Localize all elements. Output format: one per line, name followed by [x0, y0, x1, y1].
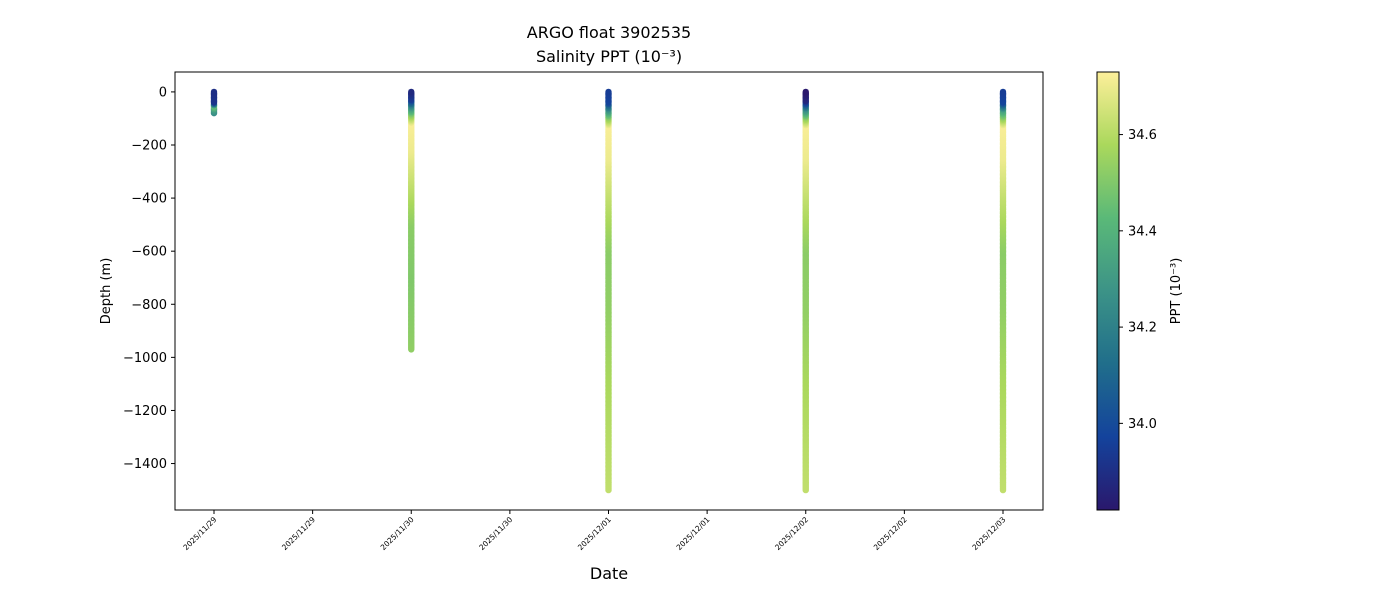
y-tick-label: −1000 — [123, 351, 167, 366]
profile-2025/11/29 — [210, 88, 218, 117]
x-tick-label: 2025/12/01 — [675, 515, 712, 552]
salinity-point — [802, 88, 809, 96]
x-tick-label: 2025/11/29 — [181, 515, 218, 552]
chart-title: ARGO float 3902535 — [527, 23, 691, 42]
x-tick-label: 2025/12/02 — [773, 515, 810, 552]
salinity-point — [605, 88, 612, 96]
y-axis: 0 −200 −400 −600 −800 −1000 −1200 −1400 — [123, 85, 175, 472]
y-tick-label: −200 — [131, 139, 167, 154]
colorbar-gradient — [1097, 72, 1119, 510]
y-tick-label: 0 — [159, 85, 167, 100]
x-tick-label: 2025/11/30 — [379, 515, 416, 552]
profile-2025/11/30 — [408, 88, 415, 353]
chart-subtitle: Salinity PPT (10⁻³) — [536, 47, 682, 66]
colorbar-label: PPT (10⁻³) — [1169, 258, 1184, 325]
x-tick-label: 2025/11/30 — [477, 515, 514, 552]
colorbar-ticks: 34.0 34.2 34.4 34.6 — [1119, 128, 1157, 432]
colorbar-tick-label: 34.4 — [1128, 224, 1157, 239]
data-points — [210, 88, 1007, 494]
profile-2025/12/02 — [802, 88, 809, 494]
y-axis-label: Depth (m) — [99, 258, 114, 325]
colorbar: 34.0 34.2 34.4 34.6 PPT (10⁻³) — [1096, 71, 1184, 511]
y-tick-label: −400 — [131, 192, 167, 207]
salinity-point — [210, 88, 218, 96]
colorbar-tick-label: 34.6 — [1128, 128, 1157, 143]
y-tick-label: −1200 — [123, 404, 167, 419]
x-axis: 2025/11/29 2025/11/29 2025/11/30 2025/11/30… — [181, 510, 1008, 552]
y-tick-label: −800 — [131, 298, 167, 313]
profile-2025/12/01 — [605, 88, 612, 494]
colorbar-tick-label: 34.2 — [1128, 321, 1157, 336]
x-axis-label: Date — [590, 564, 628, 583]
y-tick-label: −600 — [131, 245, 167, 260]
x-tick-label: 2025/12/03 — [970, 515, 1007, 552]
y-tick-label: −1400 — [123, 457, 167, 472]
colorbar-tick-label: 34.0 — [1128, 417, 1157, 432]
salinity-point — [999, 88, 1007, 96]
salinity-point — [408, 88, 415, 96]
x-tick-label: 2025/12/02 — [872, 515, 909, 552]
x-tick-label: 2025/12/01 — [576, 515, 613, 552]
x-tick-label: 2025/11/29 — [280, 515, 317, 552]
colorbar-frame — [1096, 71, 1120, 511]
profile-2025/12/03 — [999, 88, 1007, 494]
